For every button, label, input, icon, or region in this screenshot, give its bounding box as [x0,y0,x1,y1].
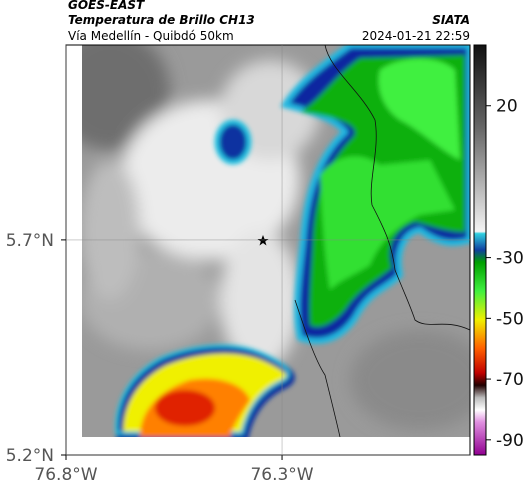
y-tick-label: 5.2°N [6,446,54,466]
colorbar [473,44,487,456]
timestamp: 2024-01-21 22:59 [362,29,470,43]
source: SIATA [432,13,470,27]
location-marker [257,235,269,246]
colorbar-tick-label: -70 [496,370,524,390]
y-tick-label: 5.7°N [6,231,54,251]
x-tick-label: 76.8°W [34,465,97,485]
satellite-image [82,45,470,437]
subtitle: Temperatura de Brillo CH13 [68,13,255,27]
colorbar-tick-label: -30 [496,249,524,269]
route: Vía Medellín - Quibdó 50km [68,29,234,43]
colorbar-tick-label: -90 [496,431,524,451]
x-tick-label: 76.3°W [250,465,313,485]
title: GOES-EAST [68,0,145,12]
colorbar-tick-label: -50 [496,309,524,329]
colorbar-tick-label: 20 [496,97,518,117]
